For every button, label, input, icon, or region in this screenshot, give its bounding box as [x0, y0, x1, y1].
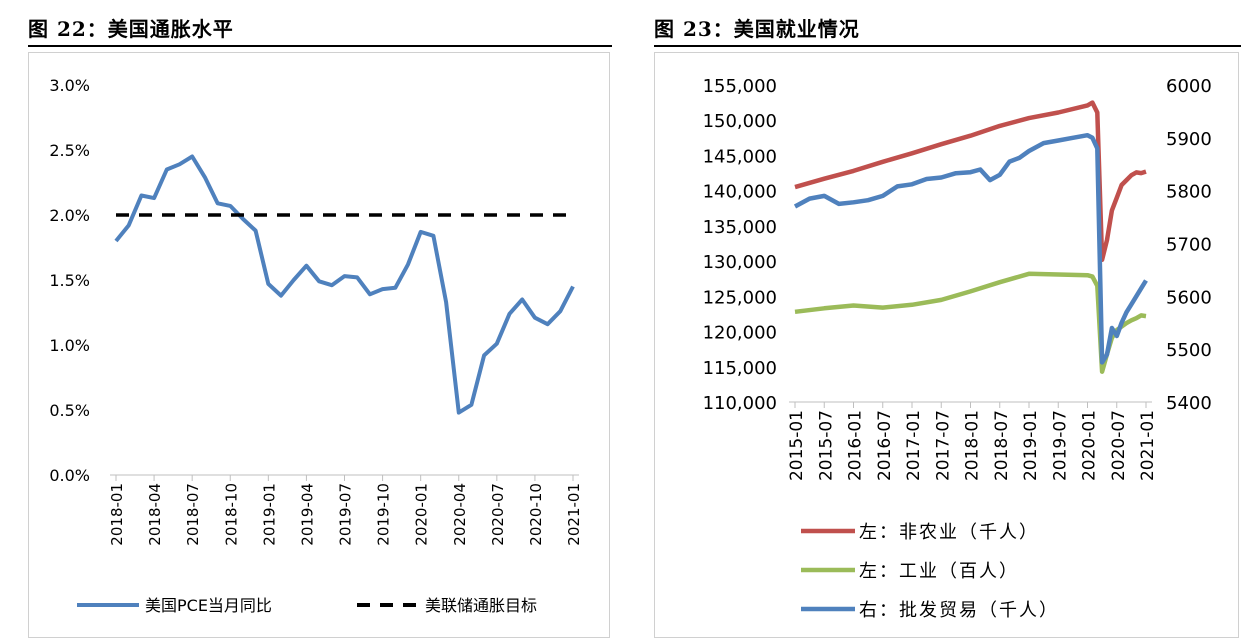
x-tick-label: 2019-01 [260, 483, 278, 546]
figure-23-title: 图 23：美国就业情况 [654, 17, 860, 41]
left-y-tick-label: 130,000 [703, 252, 777, 273]
y-tick-label: 3.0% [49, 76, 90, 95]
legend-label: 美国PCE当月同比 [145, 596, 272, 615]
right-y-tick-label: 5600 [1166, 287, 1212, 308]
x-tick-label: 2018-04 [146, 483, 164, 546]
pce-yoy-series-line [114, 154, 575, 415]
x-tick-label: 2018-07 [992, 410, 1012, 481]
x-tick-label: 2021-01 [565, 483, 583, 546]
x-tick-label: 2019-01 [1021, 410, 1041, 481]
x-tick-label: 2019-10 [375, 483, 393, 546]
x-tick-label: 2021-01 [1138, 410, 1158, 481]
employment-chart-panel: 110,000 115,000 120,000 125,000 130,000 135,0… [654, 52, 1239, 638]
y-tick-label: 2.5% [49, 141, 90, 160]
x-tick-label: 2017-07 [933, 410, 953, 481]
y-tick-label: 2.0% [49, 206, 90, 225]
x-tick-label: 2016-01 [846, 410, 866, 481]
left-y-tick-label: 140,000 [703, 182, 777, 203]
inflation-chart: 0.0% 0.5% 1.0% 1.5% 2.0% 2.5% 3.0% 2018-01 2018-… [49, 76, 583, 615]
right-y-tick-label: 5700 [1166, 235, 1212, 256]
left-y-tick-label: 155,000 [703, 76, 777, 97]
x-tick-label: 2018-10 [222, 483, 240, 546]
left-y-tick-label: 135,000 [703, 217, 777, 238]
x-tick-label: 2015-01 [787, 410, 807, 481]
left-y-tick-label: 115,000 [703, 358, 777, 379]
legend-label: 左：工业（百人） [859, 561, 1019, 582]
x-tick-label: 2020-07 [489, 483, 507, 546]
industry-series-line [794, 271, 1147, 374]
left-y-tick-label: 110,000 [703, 393, 777, 414]
left-y-tick-label: 120,000 [703, 323, 777, 344]
y-tick-label: 1.5% [49, 271, 90, 290]
x-tick-label: 2020-01 [413, 483, 431, 546]
right-y-tick-label: 5900 [1166, 129, 1212, 150]
x-tick-label: 2019-07 [337, 483, 355, 546]
x-tick-label: 2019-04 [298, 483, 316, 546]
x-tick-label: 2020-04 [451, 483, 469, 546]
x-tick-label: 2019-07 [1050, 410, 1070, 481]
employment-chart: 110,000 115,000 120,000 125,000 130,000 135,0… [703, 76, 1212, 621]
y-tick-label: 0.0% [49, 466, 90, 485]
figure-22-title: 图 22：美国通胀水平 [28, 17, 234, 41]
right-y-tick-label: 5800 [1166, 182, 1212, 203]
title-rule-left [28, 45, 612, 47]
y-tick-label: 0.5% [49, 401, 90, 420]
x-tick-label: 2020-07 [1109, 410, 1129, 481]
left-y-tick-label: 150,000 [703, 111, 777, 132]
nonfarm-series-line [794, 100, 1147, 262]
x-tick-label: 2018-01 [108, 483, 126, 546]
inflation-chart-panel: 0.0% 0.5% 1.0% 1.5% 2.0% 2.5% 3.0% 2018-01 2018-… [28, 52, 610, 638]
wholesale-series-line [793, 132, 1148, 365]
right-y-tick-label: 6000 [1166, 76, 1212, 97]
right-y-tick-label: 5500 [1166, 340, 1212, 361]
x-tick-label: 2018-01 [963, 410, 983, 481]
x-tick-label: 2017-01 [904, 410, 924, 481]
left-y-tick-label: 145,000 [703, 146, 777, 167]
left-y-tick-label: 125,000 [703, 287, 777, 308]
x-tick-label: 2016-07 [875, 410, 895, 481]
x-tick-label: 2020-01 [1080, 410, 1100, 481]
right-y-tick-label: 5400 [1166, 393, 1212, 414]
x-tick-label: 2015-07 [816, 410, 836, 481]
legend-label: 右：批发贸易（千人） [859, 600, 1059, 621]
legend-label: 左：非农业（千人） [859, 522, 1039, 543]
y-tick-label: 1.0% [49, 336, 90, 355]
legend-label: 美联储通胀目标 [425, 596, 537, 615]
title-rule-right [654, 45, 1241, 47]
x-tick-label: 2018-07 [184, 483, 202, 546]
x-tick-label: 2020-10 [527, 483, 545, 546]
